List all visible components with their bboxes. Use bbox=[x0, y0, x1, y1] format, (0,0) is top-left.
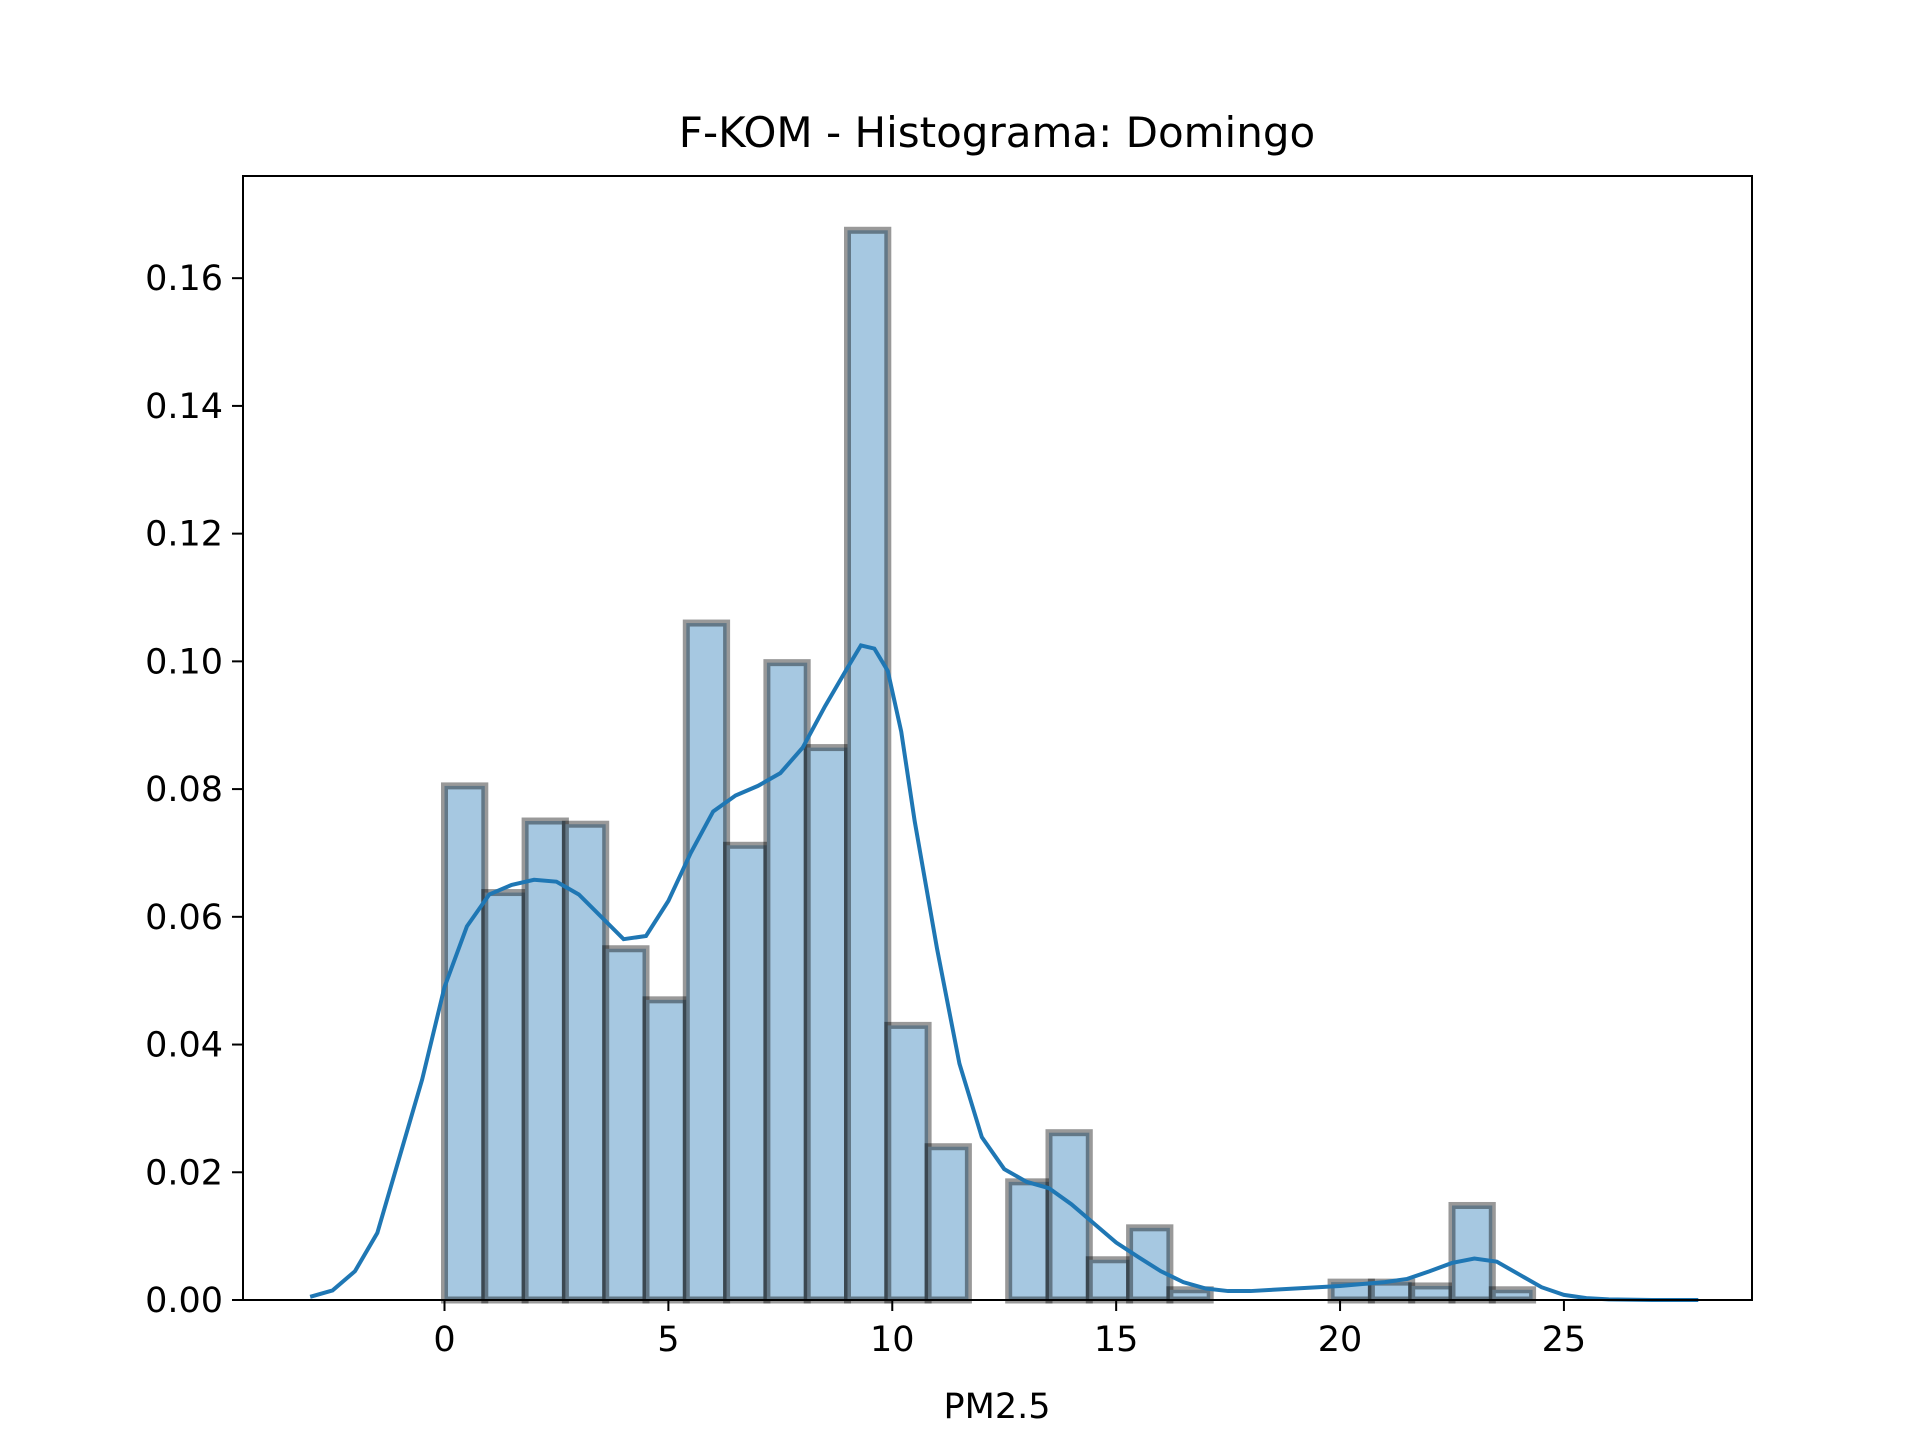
x-tick-label: 20 bbox=[1318, 1320, 1363, 1360]
x-tick-label: 10 bbox=[870, 1320, 915, 1360]
plot-frame bbox=[242, 175, 1753, 1301]
histogram-bar bbox=[682, 619, 731, 1304]
x-tick-label: 5 bbox=[657, 1320, 679, 1360]
histogram-bar bbox=[1005, 1178, 1053, 1304]
histogram-bar bbox=[1166, 1286, 1214, 1304]
x-axis: 0 5 10 15 20 25 bbox=[433, 1300, 1586, 1360]
x-tick-label: 0 bbox=[433, 1320, 455, 1360]
y-tick-label: 0.08 bbox=[145, 770, 223, 810]
chart-title: F-KOM - Histograma: Domingo bbox=[679, 108, 1315, 157]
histogram-bar bbox=[1408, 1282, 1456, 1304]
y-tick-label: 0.10 bbox=[145, 642, 223, 682]
histogram-bar bbox=[561, 820, 610, 1304]
y-tick-label: 0.16 bbox=[145, 259, 223, 299]
histogram-bar bbox=[1488, 1286, 1537, 1304]
y-tick-label: 0.14 bbox=[145, 387, 223, 427]
histogram-bar bbox=[844, 226, 892, 1304]
y-axis: 0.00 0.02 0.04 0.06 0.08 0.10 0.12 0.14 0.16 bbox=[145, 259, 243, 1321]
histogram-bar bbox=[884, 1021, 932, 1304]
histogram-bar bbox=[1085, 1256, 1134, 1304]
x-axis-label: PM2.5 bbox=[944, 1387, 1051, 1427]
y-tick-label: 0.00 bbox=[145, 1281, 223, 1321]
histogram-bar bbox=[763, 659, 811, 1304]
histogram-bar bbox=[1448, 1201, 1496, 1304]
histogram-bar bbox=[642, 996, 690, 1304]
histogram-bar bbox=[803, 744, 852, 1304]
histogram-bar bbox=[521, 817, 569, 1304]
histogram-bar bbox=[602, 945, 650, 1304]
y-tick-label: 0.02 bbox=[145, 1153, 223, 1193]
x-tick-label: 25 bbox=[1542, 1320, 1587, 1360]
y-tick-label: 0.12 bbox=[145, 515, 223, 555]
y-tick-label: 0.04 bbox=[145, 1026, 223, 1066]
y-tick-label: 0.06 bbox=[145, 898, 223, 938]
bars-layer bbox=[441, 226, 1537, 1304]
histogram-bar bbox=[723, 841, 771, 1304]
histogram-bar bbox=[481, 889, 529, 1304]
histogram-bar bbox=[441, 782, 489, 1304]
histogram-bar bbox=[1367, 1278, 1416, 1304]
histogram-bar bbox=[924, 1143, 972, 1304]
kde-curve bbox=[309, 643, 1699, 1302]
x-tick-label: 15 bbox=[1094, 1320, 1139, 1360]
